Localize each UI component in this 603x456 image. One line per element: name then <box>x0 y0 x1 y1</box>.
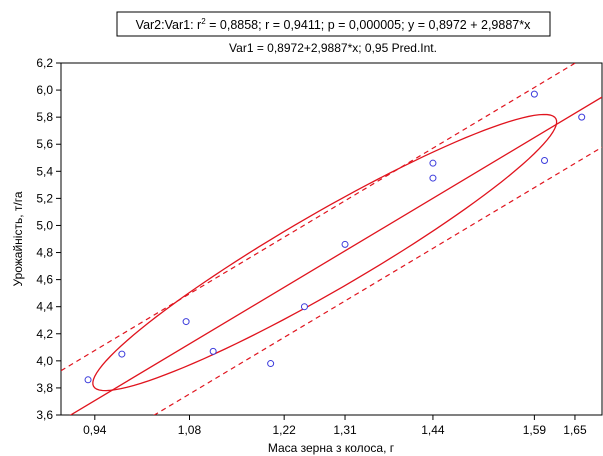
plot-area <box>60 62 603 416</box>
y-tick-label: 5,4 <box>36 164 53 178</box>
y-axis-label: Урожайність, т/га <box>11 191 25 286</box>
data-point <box>84 376 92 384</box>
data-point <box>341 240 349 248</box>
x-tick-label: 1,08 <box>178 423 202 437</box>
x-tick-label: 1,59 <box>523 423 547 437</box>
x-tick-label: 0,94 <box>83 423 107 437</box>
data-point <box>209 347 217 355</box>
data-points <box>84 90 586 384</box>
x-axis-label: Маса зерна з колоса, г <box>268 441 395 455</box>
x-tick-label: 1,22 <box>272 423 296 437</box>
data-point <box>578 113 586 121</box>
data-point <box>429 174 437 182</box>
data-point <box>541 156 549 164</box>
data-point <box>118 350 126 358</box>
y-tick-label: 4,4 <box>36 300 53 314</box>
y-tick-label: 6,2 <box>36 56 53 70</box>
y-axis: 3,6 3,8 4,0 4,2 4,4 4,6 4,8 5,0 5,2 5,4 5,6 5,8 6,0 6… <box>36 56 61 422</box>
prediction-lower-line <box>153 146 602 415</box>
x-axis: 0,94 1,08 1,22 1,31 1,44 1,59 1,65 <box>83 415 587 437</box>
confidence-ellipse <box>92 113 558 392</box>
y-tick-label: 5,8 <box>36 110 53 124</box>
chart-subtitle: Var1 = 0,8972+2,9887*x; 0,95 Pred.Int. <box>229 41 437 55</box>
y-tick-label: 5,0 <box>36 218 53 232</box>
fit-layer <box>61 63 602 415</box>
x-tick-label: 1,44 <box>421 423 445 437</box>
data-point <box>429 159 437 167</box>
title-box <box>116 11 551 37</box>
y-tick-label: 5,2 <box>36 191 53 205</box>
y-tick-label: 4,6 <box>36 273 53 287</box>
y-tick-label: 3,6 <box>36 408 53 422</box>
y-tick-label: 4,0 <box>36 354 53 368</box>
chart-title: Var2:Var1: r2 = 0,8858; r = 0,9411; p = … <box>136 17 531 32</box>
data-point <box>300 303 308 311</box>
x-tick-label: 1,31 <box>333 423 357 437</box>
x-tick-label: 1,65 <box>563 423 587 437</box>
y-tick-label: 6,0 <box>36 83 53 97</box>
y-tick-label: 4,2 <box>36 327 53 341</box>
prediction-upper-line <box>61 63 577 372</box>
data-point <box>182 318 190 326</box>
data-point <box>530 90 538 98</box>
y-tick-label: 5,6 <box>36 137 53 151</box>
regression-line <box>69 96 602 415</box>
y-tick-label: 4,8 <box>36 246 53 260</box>
data-point <box>267 360 275 368</box>
y-tick-label: 3,8 <box>36 381 53 395</box>
